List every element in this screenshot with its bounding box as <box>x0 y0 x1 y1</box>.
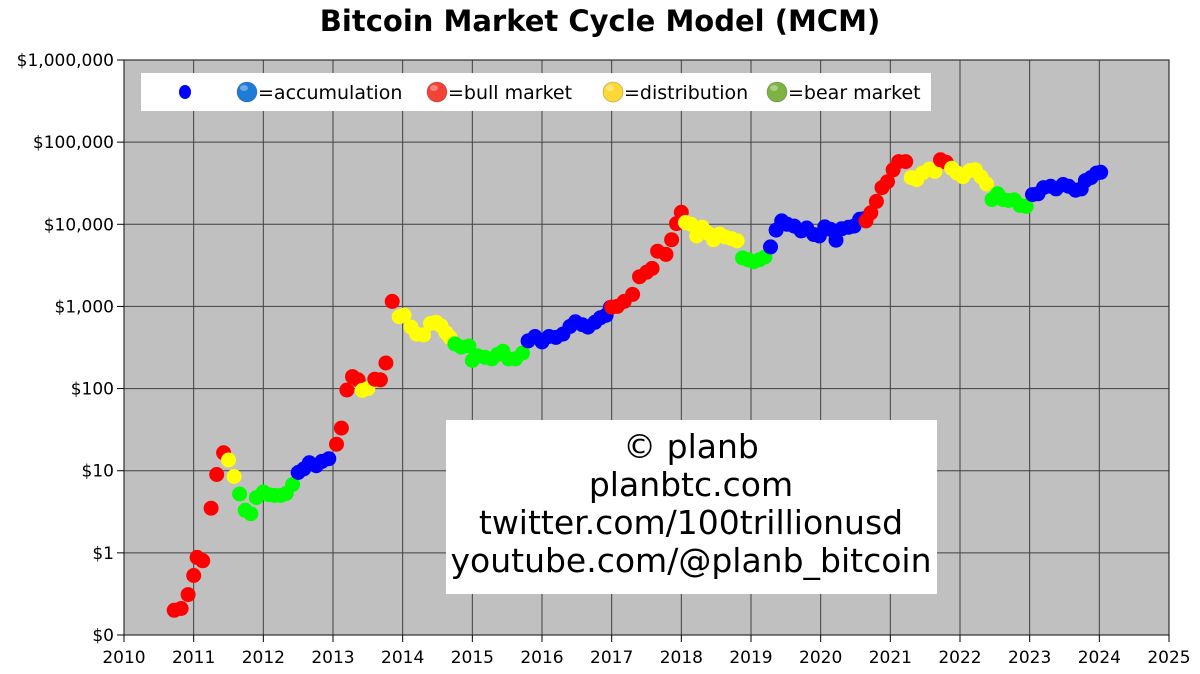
watermark-line: twitter.com/100trillionusd <box>479 503 903 542</box>
x-tick-label: 2012 <box>242 648 285 668</box>
accumulation-point <box>1093 164 1109 180</box>
bull-point <box>625 286 641 302</box>
x-tick-label: 2017 <box>590 648 633 668</box>
bull-point <box>664 232 680 248</box>
x-tick-label: 2018 <box>660 648 703 668</box>
distribution-point <box>221 452 236 468</box>
bull-point <box>898 154 914 170</box>
legend-label: =accumulation <box>258 82 402 104</box>
bull-point <box>203 500 219 516</box>
watermark-line: planbtc.com <box>589 465 793 504</box>
x-tick-label: 2013 <box>311 648 354 668</box>
distribution-point <box>927 163 943 179</box>
legend-circle-highlight <box>430 85 438 91</box>
data-points <box>166 152 1109 618</box>
y-tick-label: $10 <box>82 462 114 482</box>
y-tick-label: $0 <box>92 626 114 646</box>
bear-point <box>243 506 259 522</box>
bear-point <box>1018 198 1034 214</box>
y-tick-label: $1 <box>92 544 114 564</box>
bull-point <box>339 382 355 398</box>
legend-box <box>141 73 931 111</box>
bull-point <box>378 355 394 371</box>
accumulation-point <box>763 239 778 255</box>
legend-circle-highlight <box>770 85 778 91</box>
bull-point <box>333 420 349 436</box>
x-tick-label: 2023 <box>1008 648 1051 668</box>
accumulation-point <box>828 232 844 248</box>
legend-label: =distribution <box>624 82 748 104</box>
legend-circle-icon <box>766 81 788 103</box>
distribution-point <box>979 176 994 192</box>
x-tick-label: 2022 <box>938 648 981 668</box>
axes: $0 $1 $10 $100 $1,000 $10,000 $100,000 $1,000,0… <box>17 51 1191 668</box>
legend-entry: =bear market <box>766 81 921 104</box>
legend-entry: =bull market <box>426 81 572 104</box>
bull-point <box>658 246 674 262</box>
legend-dot-icon <box>179 85 191 99</box>
distribution-point <box>226 469 242 484</box>
x-tick-label: 2015 <box>451 648 494 668</box>
bear-point <box>461 338 477 354</box>
legend-circle-icon <box>602 81 624 103</box>
bull-point <box>195 553 211 569</box>
bull-point <box>329 436 344 452</box>
watermark-line: © planb <box>623 427 759 466</box>
x-tick-label: 2020 <box>799 648 842 668</box>
bear-point <box>515 345 530 361</box>
x-tick-label: 2010 <box>102 648 145 668</box>
bull-point <box>880 174 895 190</box>
legend-label: =bear market <box>788 82 921 104</box>
bull-point <box>180 587 196 603</box>
x-tick-label: 2025 <box>1147 648 1190 668</box>
y-tick-label: $100,000 <box>33 133 114 153</box>
legend-label: =bull market <box>448 82 572 104</box>
x-tick-label: 2014 <box>381 648 424 668</box>
accumulation-point <box>321 451 337 467</box>
bull-point <box>644 260 660 276</box>
distribution-point <box>396 307 412 323</box>
y-tick-label: $10,000 <box>44 215 114 235</box>
bull-point <box>209 467 225 482</box>
bull-point <box>863 205 879 221</box>
bull-point <box>384 293 400 309</box>
bull-point <box>372 372 388 388</box>
legend-circle-icon <box>426 81 448 103</box>
bull-point <box>868 193 884 209</box>
y-tick-label: $1,000 <box>55 297 114 317</box>
watermark-background <box>446 420 937 594</box>
bull-point <box>173 601 189 616</box>
y-tick-label: $100 <box>71 380 114 400</box>
legend-entry: =distribution <box>602 81 748 104</box>
x-tick-label: 2021 <box>869 648 912 668</box>
distribution-point <box>729 233 745 249</box>
bull-point <box>186 568 202 583</box>
bear-point <box>232 486 248 502</box>
watermark-line: youtube.com/@planb_bitcoin <box>451 541 932 580</box>
legend-entry: =accumulation <box>236 81 402 104</box>
plot-border <box>123 59 1170 636</box>
x-tick-label: 2011 <box>172 648 215 668</box>
legend-circle-highlight <box>606 85 614 91</box>
x-tick-label: 2016 <box>520 648 563 668</box>
legend-circle-highlight <box>240 85 248 91</box>
x-tick-label: 2019 <box>729 648 772 668</box>
y-tick-label: $1,000,000 <box>17 51 114 71</box>
legend-circle-icon <box>236 81 258 103</box>
legend: =accumulation =bull market =distribution =b… <box>141 73 931 111</box>
watermark-box: © planbplanbtc.comtwitter.com/100trillio… <box>446 420 937 594</box>
bear-point <box>285 477 301 492</box>
x-tick-label: 2024 <box>1078 648 1121 668</box>
distribution-point <box>416 327 432 343</box>
chart-title: Bitcoin Market Cycle Model (MCM) <box>319 4 881 38</box>
